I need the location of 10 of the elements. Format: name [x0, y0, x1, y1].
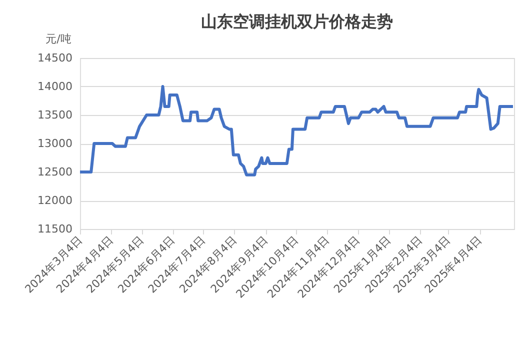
y-tick-label: 12000 — [38, 194, 72, 207]
y-tick-label: 14000 — [38, 80, 72, 93]
y-tick-label: 11500 — [38, 222, 72, 236]
chart-title: 山东空调挂机双片价格走势 — [201, 12, 393, 31]
y-tick-label: 14500 — [38, 52, 72, 64]
y-tick-label: 13000 — [38, 137, 72, 150]
line-series — [78, 85, 514, 176]
y-axis-title: 元/吨 — [46, 32, 72, 46]
y-tick-label: 13500 — [38, 108, 72, 122]
y-tick-label: 12500 — [38, 166, 72, 178]
